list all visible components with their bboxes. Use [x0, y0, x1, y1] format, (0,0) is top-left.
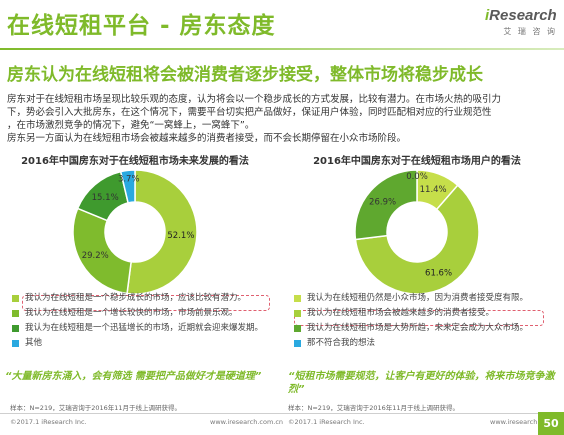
page-number: 50	[538, 412, 564, 435]
slice-value-label: 61.6%	[425, 269, 452, 279]
footer-url: www.iresearch.com.cn	[490, 418, 564, 426]
page-title: 在线短租平台 - 房东态度	[7, 13, 276, 39]
donut-chart-market-users: 11.4% 61.6% 26.9% 0.0%	[354, 169, 480, 295]
body-line: 房东对于在线短租市场呈现比较乐观的态度，认为将会以一个稳步成长的方式发展，比较有…	[7, 94, 502, 105]
legend-swatch	[12, 325, 19, 332]
logo-brand: Research	[489, 7, 557, 24]
legend-swatch	[294, 310, 301, 317]
donut-slice	[72, 207, 132, 295]
legend-item: 我认为在线短租是一个增长较快的市场，市场前景乐观。	[12, 308, 267, 319]
legend-label: 其他	[25, 338, 43, 348]
legend-swatch	[294, 340, 301, 347]
legend-label: 我认为在线短租是一个迅猛增长的市场，近期就会迎来爆发期。	[25, 323, 264, 333]
slice-value-label: 11.4%	[420, 185, 447, 195]
legend-item: 我认为在线短租是一个稳步成长的市场，应该比较有潜力。	[12, 293, 267, 304]
highlight-box	[294, 310, 544, 326]
footer-copyright: ©2017.1 iResearch Inc.	[10, 418, 87, 426]
header-divider	[0, 48, 564, 50]
slice-value-label: 3.7%	[118, 174, 140, 184]
chart-legend: 我认为在线短租仍然是小众市场，因为消费者接受度有限。 我认为在线短租市场会被越来越…	[294, 293, 549, 353]
legend-item: 我认为在线短租仍然是小众市场，因为消费者接受度有限。	[294, 293, 549, 304]
legend-swatch	[294, 295, 301, 302]
slice-value-label: 29.2%	[82, 251, 109, 261]
donut-slice	[354, 169, 418, 241]
slice-value-label: 0.0%	[406, 172, 428, 182]
logo-prefix: i	[485, 7, 490, 24]
donut-slice	[354, 184, 480, 295]
quote-right: “短租市场需要规范，让客户有更好的体验，将来市场竞争激烈”	[288, 371, 555, 395]
highlight-box	[22, 295, 270, 311]
legend-label: 我认为在线短租是一个稳步成长的市场，应该比较有潜力。	[25, 293, 247, 303]
donut-slice	[126, 169, 198, 295]
chart-panel-market-users: 2016年中国房东对于在线短租市场用户的看法 11.4% 61.6% 26.9% 0.…	[282, 152, 552, 362]
body-line: 房东另一方面认为在线短租市场会被越来越多的消费者接受，而不会长期停留在小众市场阶…	[7, 133, 407, 144]
footer-url: www.iresearch.com.cn	[210, 418, 284, 426]
legend-swatch	[12, 310, 19, 317]
chart-title: 2016年中国房东对于在线短租市场未来发展的看法	[21, 156, 249, 167]
iresearch-logo: iResearch 艾 瑞 咨 询	[485, 7, 557, 43]
body-line: ，在市场激烈竞争的情况下，避免“一窝蜂上，一窝蜂下”。	[7, 120, 255, 131]
legend-swatch	[294, 325, 301, 332]
slice-value-label: 15.1%	[92, 193, 119, 203]
sample-note: 样本：N=219，艾瑞咨询于2016年11月于线上调研获得。	[10, 404, 182, 412]
legend-item: 其他	[12, 338, 267, 349]
quote-left: “大量新房东涌入，会有筛选 需要把产品做好才是硬道理”	[5, 371, 262, 382]
legend-item: 那不符合我的想法	[294, 338, 549, 349]
slice-value-label: 52.1%	[167, 231, 194, 241]
body-line: 下，势必会引入大批房东，在这个情况下，需要平台切实把产品做好，保证用户体验，同时…	[7, 107, 492, 118]
legend-label: 我认为在线短租仍然是小众市场，因为消费者接受度有限。	[307, 293, 529, 303]
legend-item: 我认为在线短租市场会被越来越多的消费者接受。	[294, 308, 549, 319]
chart-legend: 我认为在线短租是一个稳步成长的市场，应该比较有潜力。 我认为在线短租是一个增长较快…	[12, 293, 267, 353]
legend-swatch	[12, 295, 19, 302]
legend-label: 我认为在线短租市场是大势所趋，未来定会成为大众市场。	[307, 323, 529, 333]
chart-title: 2016年中国房东对于在线短租市场用户的看法	[313, 156, 521, 167]
legend-label: 我认为在线短租是一个增长较快的市场，市场前景乐观。	[25, 308, 238, 318]
sample-note: 样本：N=219，艾瑞咨询于2016年11月于线上调研获得。	[288, 404, 460, 412]
legend-item: 我认为在线短租市场是大势所趋，未来定会成为大众市场。	[294, 323, 549, 334]
legend-label: 那不符合我的想法	[307, 338, 376, 348]
footer-copyright: ©2017.1 iResearch Inc.	[288, 418, 365, 426]
legend-label: 我认为在线短租市场会被越来越多的消费者接受。	[307, 308, 495, 318]
body-paragraph: 房东对于在线短租市场呈现比较乐观的态度，认为将会以一个稳步成长的方式发展，比较有…	[7, 93, 557, 145]
chart-panel-future-development: 2016年中国房东对于在线短租市场未来发展的看法 52.1% 29.2% 15.1%…	[0, 152, 270, 362]
page-subtitle: 房东认为在线短租将会被消费者逐步接受，整体市场将稳步成长	[7, 65, 483, 85]
legend-swatch	[12, 340, 19, 347]
slice-value-label: 26.9%	[369, 198, 396, 208]
footer-divider	[0, 413, 564, 414]
logo-subtext: 艾 瑞 咨 询	[503, 27, 557, 36]
legend-item: 我认为在线短租是一个迅猛增长的市场，近期就会迎来爆发期。	[12, 323, 267, 334]
donut-chart-future-development: 52.1% 29.2% 15.1% 3.7%	[72, 169, 198, 295]
donut-slice	[119, 169, 136, 204]
